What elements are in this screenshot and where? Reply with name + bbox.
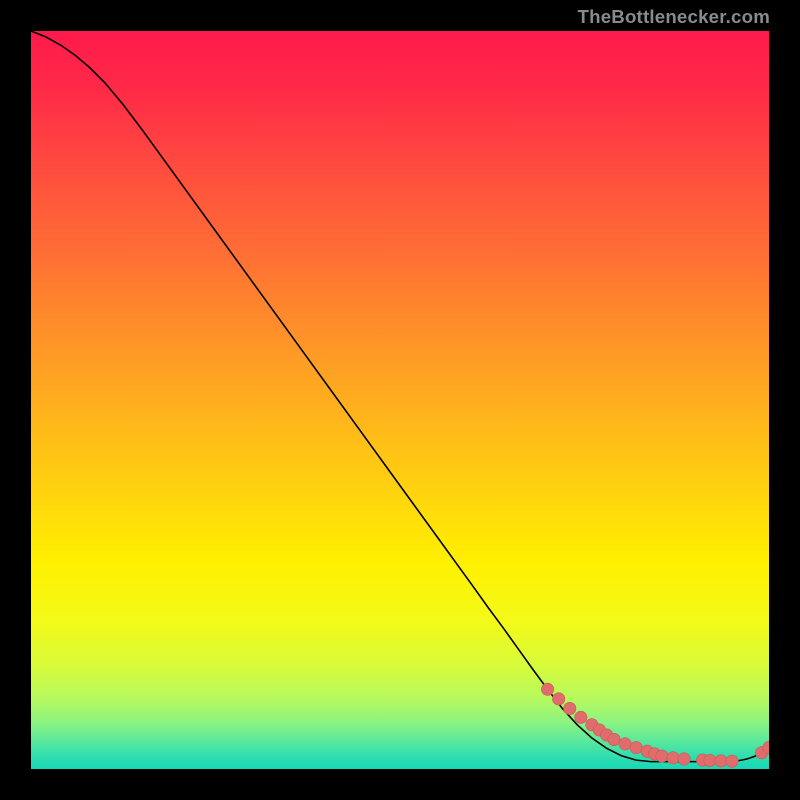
plot-area: [31, 31, 769, 769]
watermark-text: TheBottlenecker.com: [578, 6, 771, 28]
gradient-background: [31, 31, 769, 769]
chart-container: TheBottlenecker.com: [0, 0, 800, 800]
